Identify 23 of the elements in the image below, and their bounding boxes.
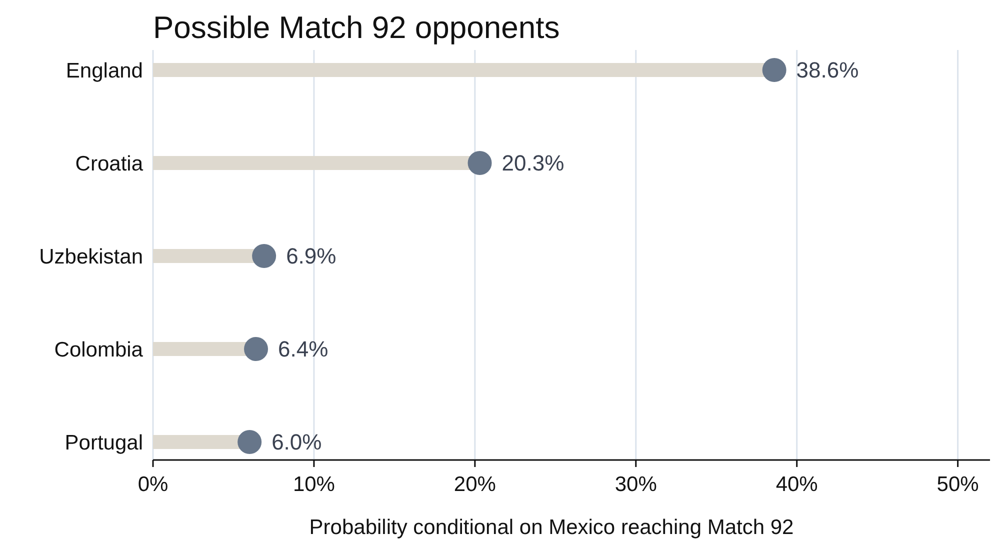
data-label: 38.6% [796, 58, 859, 83]
x-tick-label: 40% [776, 473, 818, 496]
point [762, 58, 786, 82]
x-tick-label: 50% [936, 473, 979, 496]
x-tick-label: 0% [138, 473, 168, 496]
data-label: 6.0% [272, 430, 322, 455]
y-tick-label: England [66, 59, 143, 82]
x-tick-label: 10% [292, 473, 335, 496]
y-tick-label: Portugal [64, 431, 143, 454]
x-tick-label: 20% [454, 473, 496, 496]
point [468, 151, 492, 175]
point [244, 337, 268, 361]
y-tick-label: Uzbekistan [39, 245, 143, 268]
x-axis-title: Probability conditional on Mexico reaching Match 92 [309, 516, 794, 539]
data-label: 6.4% [278, 336, 328, 362]
point [238, 430, 262, 454]
x-tick-label: 30% [614, 473, 657, 496]
point [252, 244, 276, 268]
chart-title: Possible Match 92 opponents [153, 10, 560, 45]
data-label: 6.9% [286, 244, 336, 269]
y-tick-label: Croatia [75, 152, 144, 176]
y-tick-label: Colombia [54, 338, 144, 362]
data-label: 20.3% [502, 150, 564, 176]
